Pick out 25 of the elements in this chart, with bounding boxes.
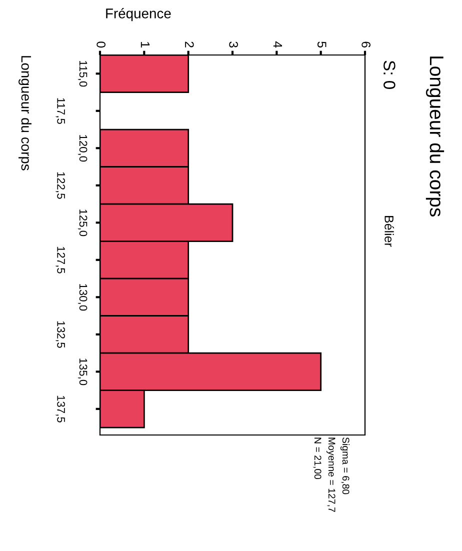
y-tick-label: 132,5: [56, 321, 65, 348]
y-tick-label: 137,5: [56, 396, 65, 422]
y-axis-title: Longueur du corps: [18, 56, 32, 170]
text: N = 21,00: [313, 438, 322, 480]
x-tick-label: 3: [229, 42, 238, 48]
y-tick-label: 135,0: [78, 358, 88, 386]
y-tick-label: 125,0: [78, 210, 88, 236]
x-tick-label: 5: [317, 42, 326, 48]
y-tick-label: 115,0: [78, 60, 88, 87]
text: Moyenne = 127,7: [326, 438, 336, 512]
y-tick-label: 117,5: [56, 98, 65, 124]
y-tick-label: 130,0: [78, 284, 88, 311]
x-tick-label: 4: [273, 41, 282, 48]
x-tick-label: 2: [185, 42, 194, 48]
y-tick-label: 120,0: [78, 135, 88, 162]
x-tick-label: 1: [140, 42, 150, 48]
y-tick-label: 127,5: [56, 246, 65, 274]
x-axis-title: Fréquence: [106, 8, 171, 22]
text: Bélier: [384, 216, 394, 247]
x-tick-label: 6: [362, 42, 370, 48]
text: S: 0: [384, 60, 396, 89]
y-tick-label: 122,5: [56, 172, 65, 199]
text: Sigma = 6,80: [340, 437, 350, 494]
text: Longueur du corps: [426, 56, 444, 216]
x-tick-label: 0: [96, 42, 106, 48]
